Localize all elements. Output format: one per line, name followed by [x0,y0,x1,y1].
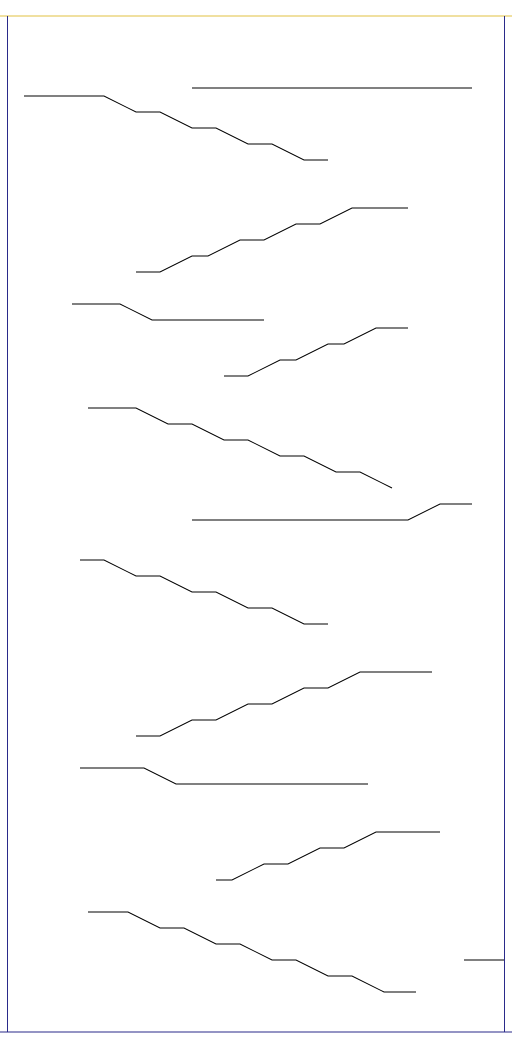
trace-ascending-2 [224,328,408,376]
trace-step-down-2 [80,768,368,784]
trace-ascending-1 [136,208,408,272]
trace-descending-1 [24,96,328,160]
trace-descending-3 [80,560,328,624]
trace-ascending-4 [216,832,440,880]
trace-step-down-1 [72,304,264,320]
trace-descending-4 [88,912,416,992]
trace-descending-2 [88,408,392,488]
trace-ascending-3 [136,672,432,736]
trace-step-up-1 [192,504,472,520]
